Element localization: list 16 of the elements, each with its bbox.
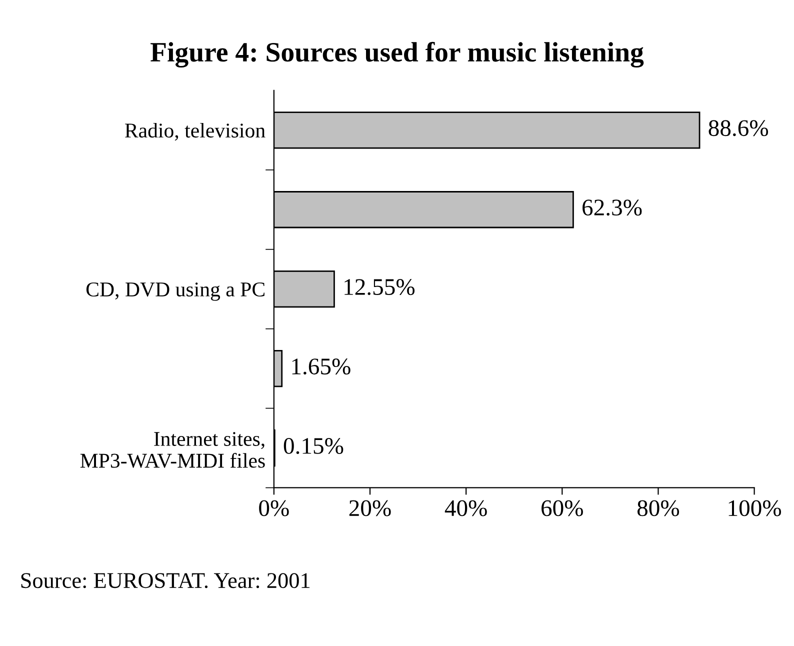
data-label: 62.3%	[582, 200, 642, 216]
data-label: 12.55%	[344, 279, 415, 296]
data-label: 88.6%	[708, 120, 768, 136]
x-tick-label: 60%	[542, 500, 583, 516]
x-tick-label: 20%	[349, 500, 391, 516]
y-tick-label: Internet sites, MP3-WAV-MIDI files	[80, 432, 265, 468]
x-tick-label: 0%	[259, 500, 289, 516]
source-note: Source: EUROSTAT. Year: 2001	[21, 573, 310, 588]
x-tick-label: 100%	[728, 500, 782, 516]
x-tick-label: 80%	[637, 500, 680, 516]
y-tick-label: Radio, television	[125, 122, 266, 141]
chart-title: Figure 4: Sources used for music listening	[150, 42, 644, 68]
data-label: 0.15%	[284, 438, 344, 454]
data-label: 1.65%	[292, 358, 350, 375]
x-tick-label: 40%	[444, 500, 487, 516]
y-tick-label: CD, DVD using a PC	[86, 282, 264, 301]
